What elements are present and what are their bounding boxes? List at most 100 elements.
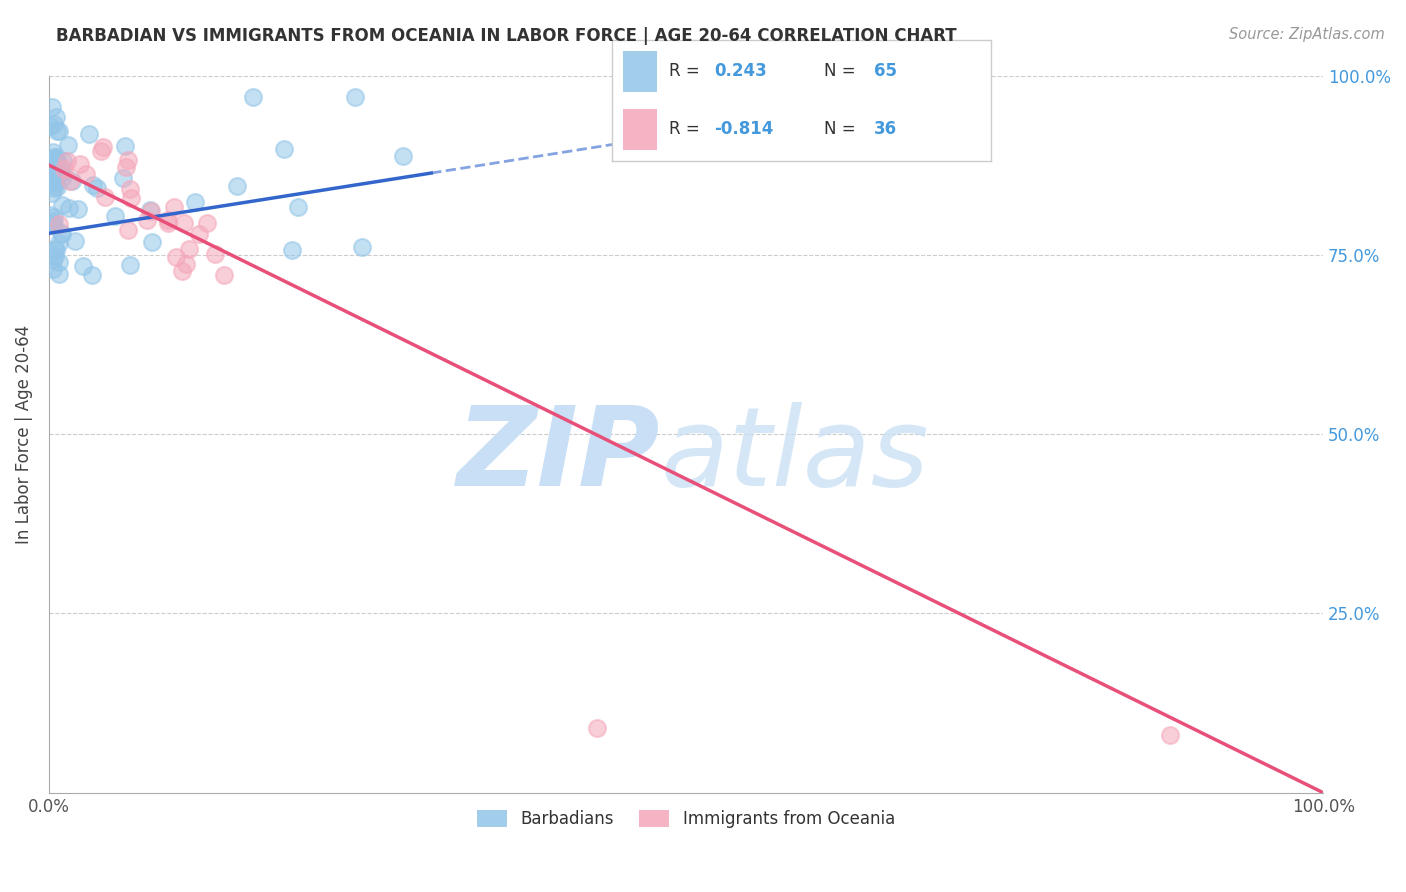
Point — [39, 169, 62, 183]
Point — [136, 212, 159, 227]
Point — [117, 153, 139, 168]
Bar — [623, 109, 657, 150]
Point — [120, 182, 142, 196]
Text: N =: N = — [824, 62, 860, 80]
Point — [242, 90, 264, 104]
Point — [44, 217, 66, 231]
Point — [51, 170, 73, 185]
Text: Source: ZipAtlas.com: Source: ZipAtlas.com — [1229, 27, 1385, 42]
Point — [45, 176, 67, 190]
Point — [42, 214, 65, 228]
Legend: Barbadians, Immigrants from Oceania: Barbadians, Immigrants from Oceania — [471, 803, 901, 835]
Point — [46, 180, 69, 194]
Point — [39, 208, 62, 222]
Point — [39, 119, 62, 133]
Point — [53, 161, 76, 176]
Point — [91, 140, 114, 154]
Point — [52, 154, 75, 169]
Point — [93, 189, 115, 203]
Point — [352, 240, 374, 254]
Point — [90, 145, 112, 159]
Point — [51, 197, 73, 211]
Point — [183, 195, 205, 210]
Point — [162, 201, 184, 215]
Point — [42, 217, 65, 231]
Point — [82, 268, 104, 282]
Point — [77, 127, 100, 141]
Text: 36: 36 — [873, 120, 897, 138]
Point — [42, 252, 65, 267]
Point — [41, 100, 63, 114]
Point — [55, 153, 77, 168]
Point — [44, 242, 66, 256]
Point — [139, 203, 162, 218]
Point — [63, 234, 86, 248]
Point — [44, 173, 66, 187]
Point — [273, 142, 295, 156]
Point — [44, 152, 66, 166]
Point — [45, 243, 67, 257]
Point — [1159, 728, 1181, 742]
Point — [42, 211, 65, 225]
Text: -0.814: -0.814 — [714, 120, 773, 138]
Point — [42, 117, 65, 131]
Point — [115, 160, 138, 174]
Point — [76, 167, 98, 181]
Text: BARBADIAN VS IMMIGRANTS FROM OCEANIA IN LABOR FORCE | AGE 20-64 CORRELATION CHAR: BARBADIAN VS IMMIGRANTS FROM OCEANIA IN … — [56, 27, 957, 45]
Point — [114, 138, 136, 153]
Point — [41, 161, 63, 176]
Point — [118, 258, 141, 272]
Point — [141, 235, 163, 250]
Text: 0.243: 0.243 — [714, 62, 766, 80]
Point — [45, 153, 67, 168]
Point — [174, 257, 197, 271]
Text: R =: R = — [669, 120, 704, 138]
Point — [157, 216, 180, 230]
Bar — [623, 51, 657, 92]
Point — [177, 242, 200, 256]
Y-axis label: In Labor Force | Age 20-64: In Labor Force | Age 20-64 — [15, 325, 32, 543]
Text: N =: N = — [824, 120, 860, 138]
Point — [58, 137, 80, 152]
Point — [39, 167, 62, 181]
Point — [51, 227, 73, 242]
Point — [48, 235, 70, 250]
Point — [48, 267, 70, 281]
Point — [39, 161, 62, 176]
Text: atlas: atlas — [661, 402, 929, 509]
Point — [67, 202, 90, 217]
Point — [156, 213, 179, 227]
Point — [586, 721, 609, 735]
Point — [280, 243, 302, 257]
Point — [173, 216, 195, 230]
Point — [170, 264, 193, 278]
Point — [44, 150, 66, 164]
Point — [49, 226, 72, 240]
Point — [139, 204, 162, 219]
Point — [69, 157, 91, 171]
Point — [104, 209, 127, 223]
Point — [72, 260, 94, 274]
Point — [82, 178, 104, 192]
Point — [48, 217, 70, 231]
Point — [45, 124, 67, 138]
Point — [60, 174, 83, 188]
Point — [204, 246, 226, 260]
Text: ZIP: ZIP — [457, 402, 661, 509]
Point — [44, 248, 66, 262]
Point — [41, 186, 63, 201]
Point — [214, 268, 236, 283]
Point — [48, 255, 70, 269]
Point — [165, 250, 187, 264]
Text: 65: 65 — [873, 62, 897, 80]
Point — [112, 171, 135, 186]
Point — [41, 145, 63, 159]
Text: R =: R = — [669, 62, 704, 80]
Point — [58, 201, 80, 215]
Point — [391, 148, 413, 162]
Point — [51, 164, 73, 178]
Point — [48, 124, 70, 138]
Point — [59, 174, 82, 188]
Point — [226, 179, 249, 194]
Point — [86, 181, 108, 195]
